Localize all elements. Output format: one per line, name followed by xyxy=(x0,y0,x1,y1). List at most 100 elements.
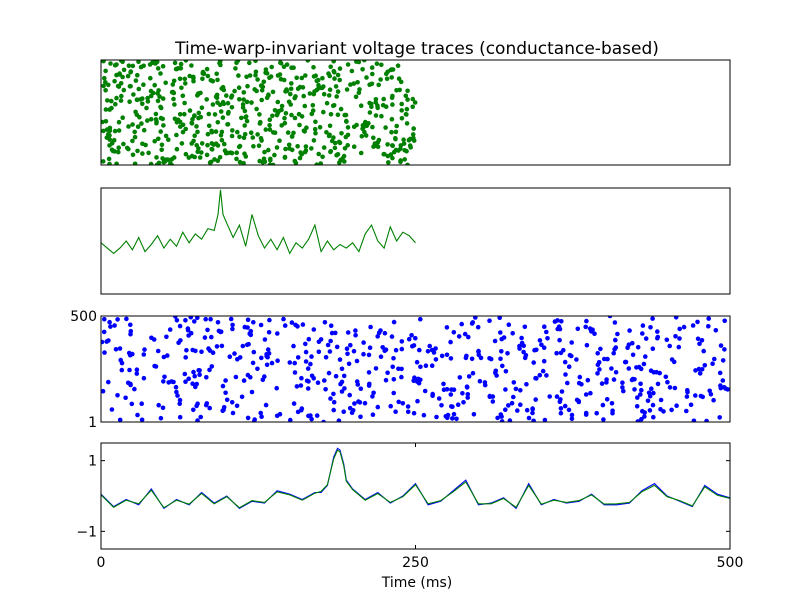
spike-dot xyxy=(249,100,254,105)
spike-dot xyxy=(638,366,644,372)
spike-dot xyxy=(344,346,350,352)
spike-dot xyxy=(242,123,247,128)
spike-dot xyxy=(157,94,162,99)
spike-dot xyxy=(128,328,134,334)
spike-dot xyxy=(635,395,640,400)
spike-dot xyxy=(222,148,228,153)
spike-dot xyxy=(252,417,257,422)
spike-dot xyxy=(145,99,151,104)
spike-dot xyxy=(266,147,271,153)
spike-dot xyxy=(386,160,391,165)
spike-dot xyxy=(156,88,161,93)
spike-dot xyxy=(696,366,702,372)
spike-dot xyxy=(362,400,368,406)
spike-dot xyxy=(613,370,619,375)
spike-dot xyxy=(177,397,183,403)
spike-dot xyxy=(647,408,653,413)
spike-dot xyxy=(626,366,632,371)
spike-dot xyxy=(393,129,399,135)
spike-dot xyxy=(425,349,431,354)
spike-dot xyxy=(196,368,201,373)
spike-dot xyxy=(247,73,253,78)
spike-dot xyxy=(399,346,405,352)
spike-dot xyxy=(448,356,454,361)
spike-dot xyxy=(207,367,212,373)
spike-dot xyxy=(429,363,435,369)
spike-dot xyxy=(349,410,355,416)
spike-dot xyxy=(322,320,328,325)
spike-dot xyxy=(308,413,313,418)
spike-dot xyxy=(339,389,345,394)
spike-dot xyxy=(494,373,499,378)
spike-dot xyxy=(375,140,381,145)
spike-dot xyxy=(473,316,478,320)
axes-frame xyxy=(100,442,731,550)
spike-dot xyxy=(295,144,300,149)
spike-dot xyxy=(706,324,711,329)
spike-dot xyxy=(394,88,399,93)
spike-dot xyxy=(135,97,140,103)
spike-dot xyxy=(378,328,383,333)
spike-dot xyxy=(242,132,248,137)
spike-dot xyxy=(713,328,719,333)
spike-dot xyxy=(389,116,395,122)
spike-dot xyxy=(158,105,164,111)
spike-dot xyxy=(274,413,280,419)
spike-dot xyxy=(594,410,599,416)
spike-dot xyxy=(212,112,218,117)
spike-dot xyxy=(117,346,123,351)
spike-dot xyxy=(361,340,366,345)
spike-dot xyxy=(396,366,401,372)
spike-dot xyxy=(287,146,292,151)
spike-dot xyxy=(136,86,142,92)
spike-dot xyxy=(370,71,375,77)
spike-dot xyxy=(119,93,124,99)
spike-dot xyxy=(391,356,396,361)
spike-dot xyxy=(422,388,428,394)
spike-dot xyxy=(466,334,471,340)
spike-dot xyxy=(465,395,471,400)
spike-dot xyxy=(338,381,343,387)
spike-dot xyxy=(655,334,661,340)
spike-dot xyxy=(700,394,705,400)
spike-dot xyxy=(277,138,282,143)
spike-dot xyxy=(533,397,538,402)
spike-dot xyxy=(309,373,315,379)
spike-dot xyxy=(642,414,647,419)
spike-dot xyxy=(433,357,439,362)
spike-dot xyxy=(253,69,259,75)
spike-dot xyxy=(245,317,251,323)
spike-dot xyxy=(105,98,110,103)
spike-dot xyxy=(627,328,632,333)
spike-dot xyxy=(132,161,138,165)
spike-dot xyxy=(584,342,590,348)
spike-dot xyxy=(583,324,588,330)
spike-dot xyxy=(275,331,280,336)
spike-dot xyxy=(245,415,251,421)
spike-dot xyxy=(303,349,309,355)
spike-dot xyxy=(347,392,353,398)
spike-dot xyxy=(186,333,191,338)
spike-dot xyxy=(566,364,572,370)
spike-dot xyxy=(257,112,262,117)
spike-dot xyxy=(244,342,250,348)
spike-dot xyxy=(278,60,283,65)
spike-dot xyxy=(264,95,270,100)
spike-dot xyxy=(509,400,515,406)
spike-dot xyxy=(195,129,200,135)
spike-dot xyxy=(650,346,656,352)
spike-dot xyxy=(191,138,196,144)
spike-dot xyxy=(335,89,341,94)
spike-dot xyxy=(519,335,524,341)
spike-dot xyxy=(160,405,166,411)
spike-dot xyxy=(526,415,532,421)
spike-dot xyxy=(500,363,505,369)
x-tick-label: 250 xyxy=(402,555,429,571)
spike-dot xyxy=(247,331,252,337)
spike-dot xyxy=(264,362,270,368)
spike-dot xyxy=(418,364,423,370)
spike-dot xyxy=(651,414,656,420)
spike-dot xyxy=(130,138,135,144)
spike-dot xyxy=(718,383,723,388)
spike-dot xyxy=(405,162,410,165)
